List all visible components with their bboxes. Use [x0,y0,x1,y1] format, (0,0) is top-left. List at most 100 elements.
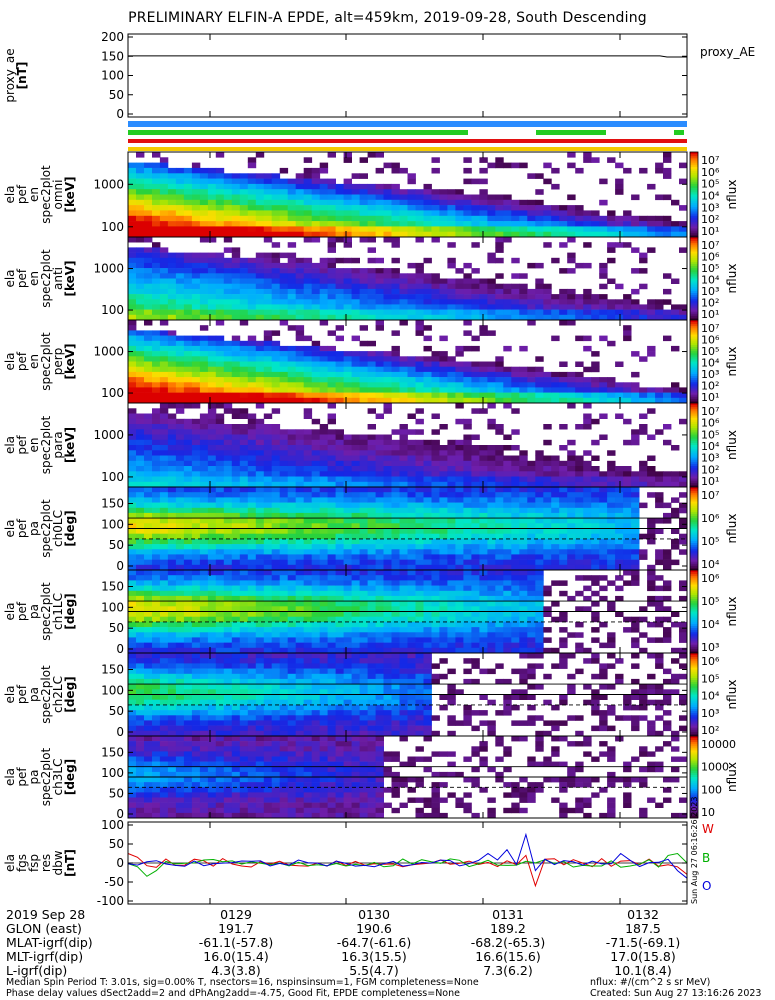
spectrogram-cell [231,637,241,643]
spectrogram-cell [343,580,352,586]
spectrogram-cell [375,647,384,654]
spectrogram-cell [239,288,249,295]
spectrogram-cell [607,226,616,232]
spectrogram-cell [295,330,305,336]
spectrogram-cell [399,460,408,467]
spectrogram-cell [263,356,273,362]
spectrogram-cell [455,345,464,352]
colorbar-tick-label: 10⁶ [701,166,720,179]
y-tick-label: 1000 [93,428,124,442]
spectrogram-cell [359,382,368,388]
spectrogram-cell [239,466,249,472]
spectrogram-cell [239,366,249,373]
spectrogram-cell [263,647,273,654]
proxy-ae-line [128,55,687,58]
spectrogram-cell [511,283,520,290]
spectrogram-cell [647,455,656,461]
spectrogram-cell [447,455,456,461]
spectrogram-cell [535,189,544,195]
spectrogram-cell [471,507,480,514]
y-tick-label: 1000 [93,177,124,191]
spectrogram-cell [159,178,169,185]
spectrogram-cell [567,237,576,243]
spectrogram-cell [343,397,352,404]
spectrogram-cell [351,268,360,274]
spectrogram-cell [399,575,408,581]
spectrogram-cell [487,492,496,498]
spectrogram-cell [152,632,161,638]
spectrogram-cell [279,252,289,259]
spectrogram-cell [183,538,193,545]
spectrogram-cell [136,595,145,602]
spectrogram-cell [439,538,448,545]
y-axis-label: proxy_ae [3,48,17,102]
spectrogram-cell [463,523,472,529]
spectrogram-cell [271,262,281,269]
spectrogram-cell [175,523,185,529]
spectrogram-cell [447,382,456,388]
y-axis-label: pef [15,184,29,204]
spectrogram-cell [615,299,624,305]
spectrogram-cell [439,210,448,216]
spectrogram-cell [128,330,137,336]
spectrogram-cell [215,621,225,628]
spectrogram-cell [391,538,400,545]
spectrogram-cell [519,549,528,555]
spectrogram-cell [128,455,137,461]
spectrogram-cell [519,559,528,566]
colorbar-segment [690,522,698,525]
spectrogram-cell [479,199,488,206]
spectrogram-cell [415,445,424,451]
spectrogram-cell [351,570,360,576]
spectrogram-cell [223,502,233,509]
spectrogram-cell [159,408,169,414]
spectrogram-cell [375,356,384,362]
spectrogram-cell [167,189,177,195]
spectrogram-cell [599,476,608,482]
spectrogram-cell [215,471,225,477]
spectrogram-cell [375,595,384,602]
spectrogram-cell [215,450,225,456]
spectrogram-cell [415,621,424,628]
spectrogram-cell [423,189,432,195]
spectrogram-cell [223,299,233,305]
spectrogram-cell [423,382,432,388]
spectrogram-cell [447,439,456,446]
spectrogram-cell [159,167,169,174]
spectrogram-cell [359,361,368,367]
spectrogram-cell [167,476,177,482]
spectrogram-cell [207,632,217,638]
spectrogram-cell [175,199,185,206]
spectrogram-cell [144,549,153,555]
spectrogram-cell [575,205,584,211]
spectrogram-cell [279,570,289,576]
spectrogram-cell [335,397,344,404]
spectrogram-cell [159,194,169,201]
spectrogram-cell [255,194,265,201]
colorbar-segment [690,468,698,471]
spectrogram-cell [583,549,592,555]
spectrogram-cell [447,189,456,195]
spectrogram-cell [335,434,344,440]
spectrogram-cell [559,309,568,316]
spectrogram-cell [231,575,241,581]
spectrogram-cell [319,351,329,357]
spectrogram-cell [144,601,153,607]
spectrogram-cell [271,647,281,654]
spectrogram-cell [607,392,616,399]
spectrogram-cell [279,189,289,195]
spectrogram-cell [247,637,257,643]
spectrogram-cell [311,647,321,654]
spectrogram-cell [279,616,289,623]
spectrogram-cell [271,434,281,440]
spectrogram-cell [271,366,281,373]
spectrogram-cell [319,476,329,482]
colorbar-segment [690,503,698,507]
colorbar-segment [690,409,698,412]
spectrogram-cell [239,215,249,222]
spectrogram-cell [679,492,688,498]
spectrogram-cell [479,325,488,331]
spectrogram-cell [279,314,289,321]
spectrogram-cell [631,304,640,310]
spectrogram-cell [335,304,344,310]
